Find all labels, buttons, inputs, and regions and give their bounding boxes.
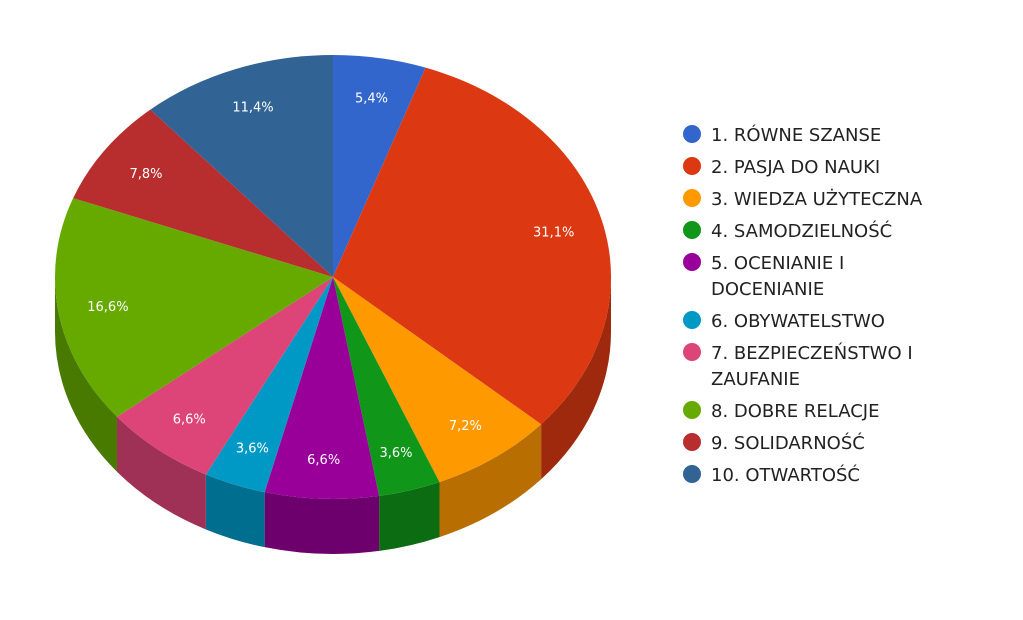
legend-item-2: 2. PASJA DO NAUKI xyxy=(683,157,880,178)
legend-swatch-9 xyxy=(683,433,701,451)
pie-slice-1 xyxy=(333,55,426,277)
legend-swatch-6 xyxy=(683,311,701,329)
pie-slice-10 xyxy=(150,55,333,277)
legend-item-7: 7. BEZPIECZEŃSTWO I ZAUFANIE xyxy=(683,342,913,390)
pie-slice-6 xyxy=(205,277,333,493)
legend-label-1: 1. RÓWNE SZANSE xyxy=(711,124,881,146)
legend-item-9: 9. SOLIDARNOŚĆ xyxy=(683,432,865,454)
pie-data-labels: 5,4% 31,1% 7,2% 3,6% 6,6% 3,6% 6,6% 16,6% 7,8% 11… xyxy=(87,92,574,468)
legend-item-6: 6. OBYWATELSTWO xyxy=(683,311,885,332)
pie-slice-side-2 xyxy=(541,277,611,480)
legend-swatch-2 xyxy=(683,157,701,175)
legend-swatch-10 xyxy=(683,465,701,483)
legend: 1. RÓWNE SZANSE 2. PASJA DO NAUKI 3. WIEDZ… xyxy=(683,124,923,486)
data-label-6: 3,6% xyxy=(236,441,269,456)
pie-slice-8 xyxy=(54,198,334,417)
data-label-3: 7,2% xyxy=(449,419,482,434)
legend-item-10: 10. OTWARTOŚĆ xyxy=(683,464,860,486)
data-label-4: 3,6% xyxy=(379,446,412,461)
legend-label-2: 2. PASJA DO NAUKI xyxy=(711,157,880,178)
data-label-10: 11,4% xyxy=(232,101,273,116)
data-label-1: 5,4% xyxy=(355,92,388,107)
data-label-2: 31,1% xyxy=(533,225,574,240)
legend-swatch-5 xyxy=(683,253,701,271)
legend-label-10: 10. OTWARTOŚĆ xyxy=(711,464,860,486)
pie-slice-2 xyxy=(333,67,611,425)
pie-slice-7 xyxy=(116,277,334,475)
legend-item-8: 8. DOBRE RELACJE xyxy=(683,401,879,422)
pie-slices xyxy=(54,55,611,554)
legend-swatch-4 xyxy=(683,221,701,239)
pie-slice-side-4 xyxy=(379,482,440,551)
pie-slice-side-6 xyxy=(205,474,265,548)
pie-slice-5 xyxy=(264,277,380,499)
legend-label-5-line-2: DOCENIANIE xyxy=(711,279,824,300)
legend-item-5: 5. OCENIANIE I DOCENIANIE xyxy=(683,253,844,300)
legend-item-4: 4. SAMODZIELNOŚĆ xyxy=(683,220,892,242)
legend-label-7-line-2: ZAUFANIE xyxy=(711,369,800,390)
pie-slice-side-7 xyxy=(116,416,206,530)
legend-swatch-8 xyxy=(683,401,701,419)
pie-slice-4 xyxy=(333,277,440,496)
legend-label-6: 6. OBYWATELSTWO xyxy=(711,311,885,332)
legend-item-1: 1. RÓWNE SZANSE xyxy=(683,124,881,146)
pie-slice-3 xyxy=(333,277,542,483)
legend-label-3: 3. WIEDZA UŻYTECZNA xyxy=(711,189,923,210)
pie-slice-side-5 xyxy=(264,492,380,554)
legend-label-7: 7. BEZPIECZEŃSTWO I xyxy=(711,342,913,364)
legend-label-4: 4. SAMODZIELNOŚĆ xyxy=(711,220,892,242)
legend-item-3: 3. WIEDZA UŻYTECZNA xyxy=(683,189,923,210)
data-label-7: 6,6% xyxy=(173,412,206,427)
legend-swatch-1 xyxy=(683,125,701,143)
legend-label-8: 8. DOBRE RELACJE xyxy=(711,401,879,422)
legend-swatch-3 xyxy=(683,189,701,207)
pie-slice-9 xyxy=(73,109,334,277)
pie-slice-side-8 xyxy=(55,277,117,472)
pie-slice-side-3 xyxy=(439,424,542,538)
data-label-9: 7,8% xyxy=(129,167,162,182)
legend-label-9: 9. SOLIDARNOŚĆ xyxy=(711,432,865,454)
data-label-8: 16,6% xyxy=(87,300,128,315)
legend-swatch-7 xyxy=(683,343,701,361)
legend-label-5: 5. OCENIANIE I xyxy=(711,253,844,274)
data-label-5: 6,6% xyxy=(307,453,340,468)
